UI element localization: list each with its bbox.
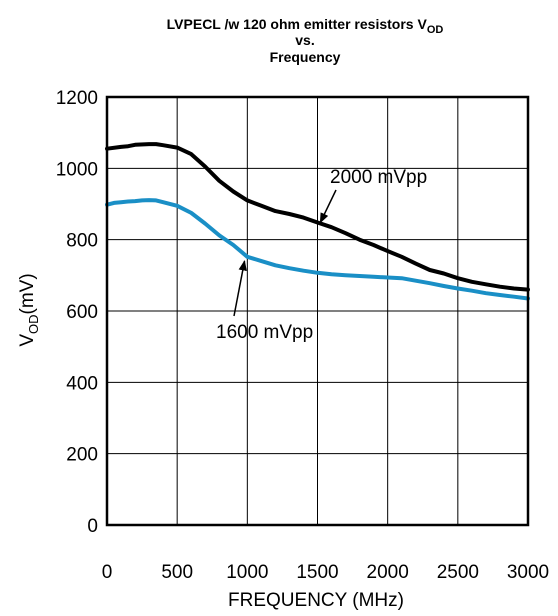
annotations: 2000 mVpp 1600 mVpp [216, 167, 427, 343]
chart-title-line2: vs. [295, 32, 314, 48]
y-tick-label: 200 [66, 445, 98, 466]
annotation-arrow [233, 260, 247, 317]
x-tick-label: 1500 [296, 562, 338, 583]
plot-frame [105, 95, 530, 527]
y-axis-label-main: V [17, 334, 38, 347]
y-tick-label: 600 [66, 302, 98, 323]
chart-title-line1: LVPECL /w 120 ohm emitter resistors VOD [167, 16, 444, 36]
x-tick-labels: 0 500 1000 1500 2000 2500 3000 [102, 562, 549, 583]
x-tick-label: 3000 [507, 562, 549, 583]
series-layer [105, 142, 530, 301]
y-tick-label: 400 [66, 373, 98, 394]
annotation-label: 2000 mVpp [330, 167, 427, 188]
x-axis-label: FREQUENCY (MHz) [228, 590, 404, 611]
chart-title-line3: Frequency [270, 49, 341, 65]
annotation-label: 1600 mVpp [216, 322, 313, 343]
grid-lines [106, 96, 529, 526]
y-tick-label: 1000 [56, 159, 98, 180]
y-tick-label: 0 [87, 516, 98, 537]
y-tick-label: 800 [66, 231, 98, 252]
y-axis-label-rest: (mV) [17, 273, 38, 314]
x-tick-label: 2000 [367, 562, 409, 583]
x-tick-label: 2500 [437, 562, 479, 583]
chart-title-subscript: OD [427, 24, 444, 36]
x-tick-label: 500 [161, 562, 193, 583]
y-tick-labels: 0 200 400 600 800 1000 1200 [56, 88, 98, 537]
series-line-2000-mvpp [105, 142, 530, 292]
series-line-1600-mvpp [105, 198, 530, 301]
x-tick-label: 1000 [226, 562, 268, 583]
y-axis-label: VOD(mV) [17, 273, 41, 346]
annotation-arrow [319, 189, 337, 224]
y-axis-label-subscript: OD [26, 314, 41, 334]
x-tick-label: 0 [102, 562, 113, 583]
y-tick-label: 1200 [56, 88, 98, 109]
chart-title-main: LVPECL /w 120 ohm emitter resistors V [167, 16, 428, 32]
